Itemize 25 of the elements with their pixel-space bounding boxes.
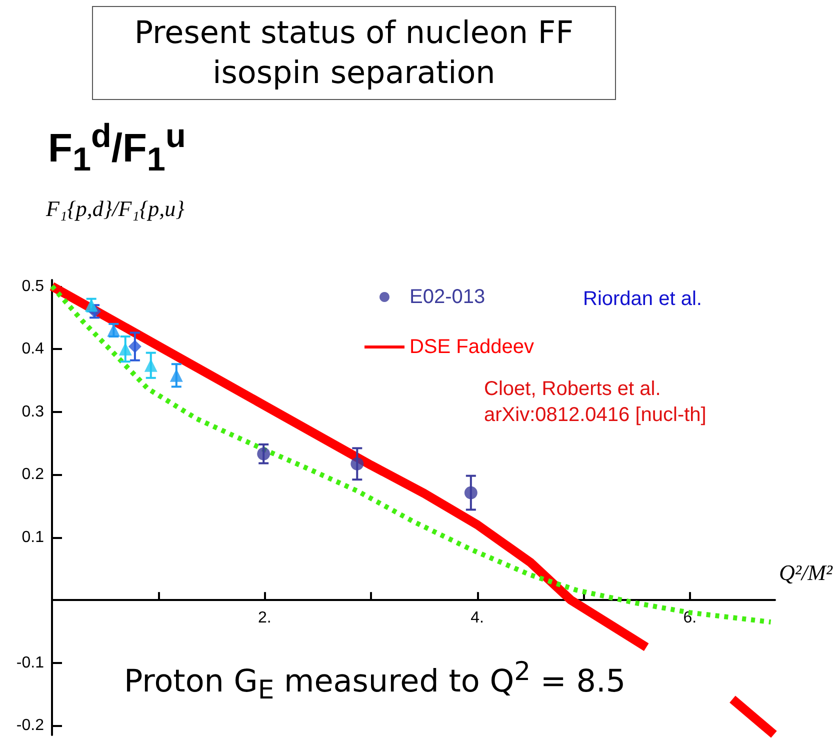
annotation: Proton G$_{E}$ measured to Q$^{2}$ = 8.5 [124,652,626,711]
point [350,457,364,470]
y-tick-label: 0.2 [22,466,44,484]
point [144,358,158,372]
y-tick-label: 0.5 [22,278,44,295]
y-tick-label: 0.1 [22,528,44,546]
y-tick-label: 0.4 [22,340,44,358]
point [118,342,132,356]
y-tick-label: -0.2 [16,717,44,734]
y-tick-label: -0.1 [16,654,44,672]
annotation: Riordan et al. [583,288,702,311]
chart-title: Present status of nucleon FF isospin separation [92,6,616,100]
y-tick-label: 0.3 [22,403,44,420]
x-axis-title: Q²/M² [779,560,833,586]
annotation: arXiv:0812.0416 [nucl-th] [484,404,706,427]
x-tick-label: 4. [470,610,484,627]
y-axis-title: F₁{p,d}/F₁{p,u} [46,196,184,222]
point [464,486,478,500]
annotation: Cloet, Roberts et al. [484,378,661,401]
point [128,340,142,354]
x-tick-label: 2. [258,610,272,627]
legend-label: E02-013 [409,286,486,308]
point [170,368,183,382]
legend-label: DSE Faddeev [409,336,534,358]
point [257,447,270,460]
